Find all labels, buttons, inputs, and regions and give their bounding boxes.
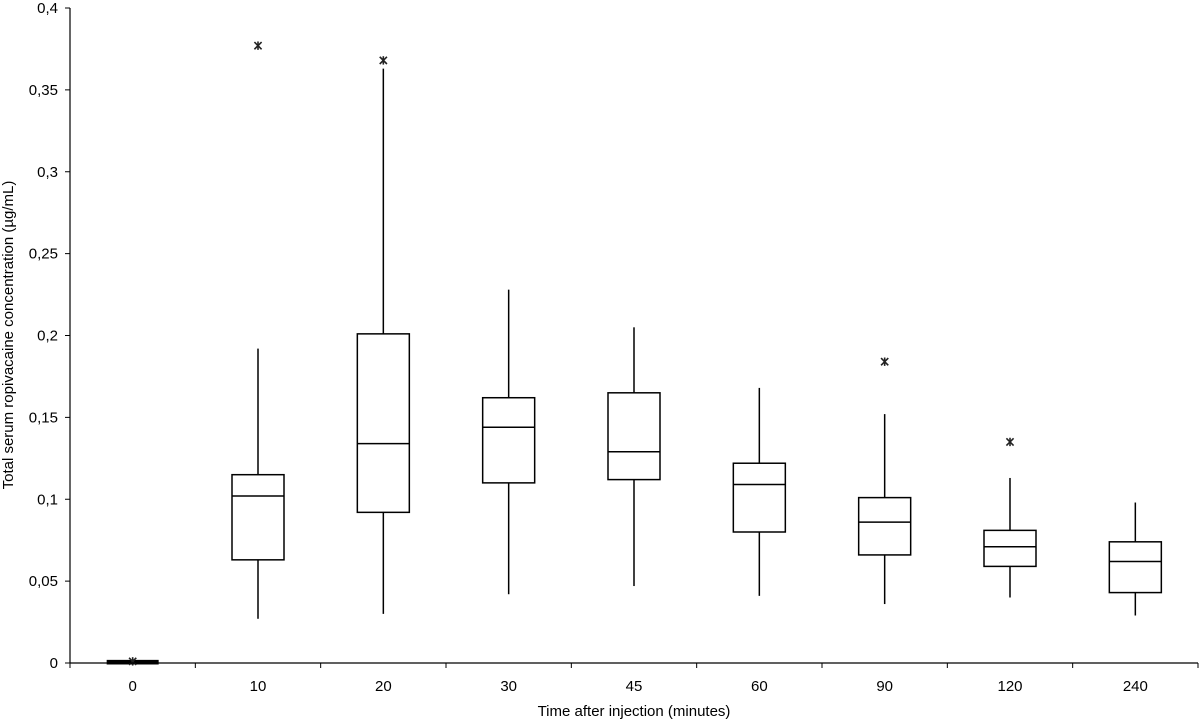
y-tick-label: 0,35 <box>29 82 58 99</box>
box <box>1108 541 1163 594</box>
y-axis-title: Total serum ropivacaine concentration (µ… <box>0 181 17 490</box>
box <box>607 392 661 481</box>
y-tick-label: 0 <box>50 655 58 672</box>
box <box>732 462 787 533</box>
y-tick-label: 0,3 <box>37 164 58 181</box>
outlier-marker <box>379 56 388 65</box>
y-tick-label: 0,4 <box>37 0 58 17</box>
x-axis-ticks: 0 10 20 30 45 60 90 120 240 <box>69 663 1199 695</box>
x-tick-label: 240 <box>1123 678 1148 695</box>
box <box>857 496 912 556</box>
box <box>231 473 285 561</box>
x-axis-title: Time after injection (minutes) <box>538 703 731 720</box>
outlier-marker <box>880 357 889 366</box>
x-tick-label: 20 <box>375 678 392 695</box>
box <box>481 396 536 484</box>
box-group-20 <box>356 56 411 614</box>
y-tick-label: 0,2 <box>37 328 58 345</box>
box-group-10 <box>231 41 285 619</box>
box <box>983 529 1037 568</box>
box-group-30 <box>481 289 536 595</box>
y-axis-ticks: 0 0,05 0,1 0,15 0,2 0,25 0,3 0,35 0,4 <box>29 0 70 672</box>
y-tick-label: 0,15 <box>29 409 58 426</box>
x-tick-label: 10 <box>250 678 267 695</box>
box-group-60 <box>732 387 787 596</box>
chart-marks <box>106 41 1163 666</box>
x-tick-label: 60 <box>751 678 768 695</box>
y-tick-label: 0,25 <box>29 246 58 263</box>
outlier-marker <box>128 657 137 666</box>
outlier-marker <box>253 41 263 50</box>
box-group-0 <box>106 657 159 666</box>
box-group-45 <box>607 327 661 587</box>
x-tick-label: 30 <box>500 678 517 695</box>
y-tick-label: 0,1 <box>37 491 58 508</box>
y-tick-label: 0,05 <box>29 573 58 590</box>
outlier-marker <box>1005 437 1015 447</box>
box-group-240 <box>1108 502 1163 616</box>
x-tick-label: 120 <box>997 678 1022 695</box>
x-tick-label: 90 <box>876 678 893 695</box>
box-group-90 <box>857 357 912 605</box>
x-tick-label: 45 <box>626 678 643 695</box>
x-tick-label: 0 <box>128 678 136 695</box>
box-group-120 <box>983 437 1037 598</box>
box <box>356 333 411 514</box>
